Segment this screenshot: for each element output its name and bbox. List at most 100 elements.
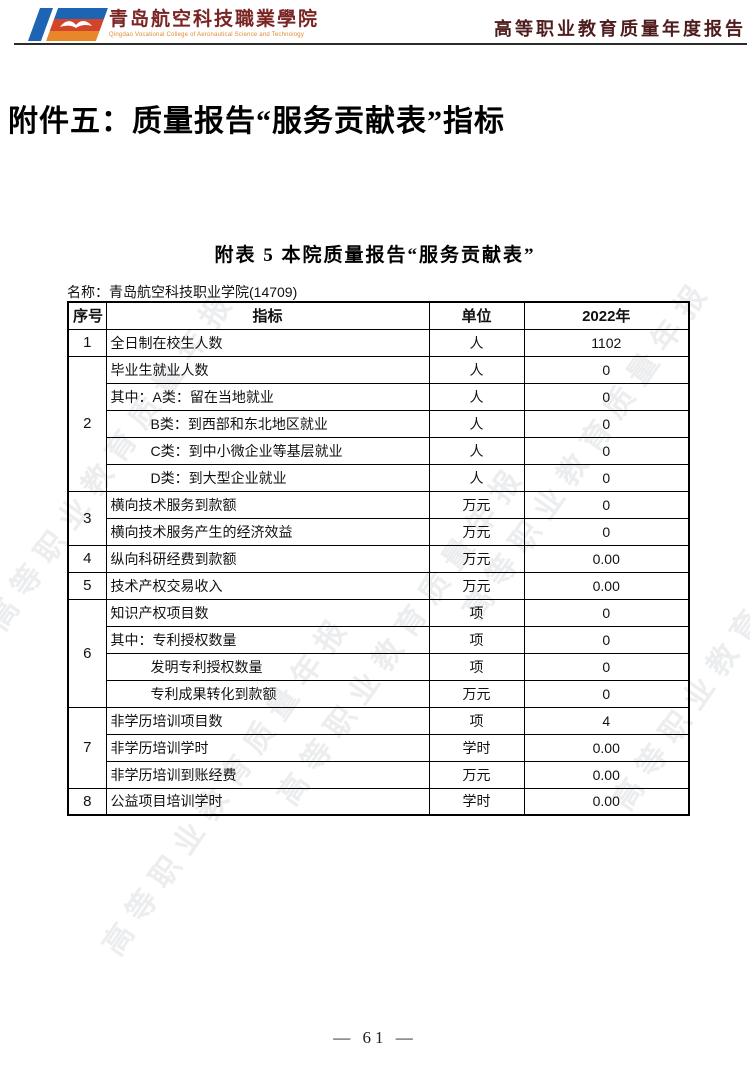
table-row: 非学历培训学时 学时 0.00 (68, 733, 690, 762)
indicator-cell: 毕业生就业人数 (105, 355, 430, 384)
seq-cell: 8 (67, 787, 107, 816)
table-row: 4 纵向科研经费到款额 万元 0.00 (67, 544, 690, 573)
indicator-cell: 其中：专利授权数量 (105, 625, 430, 654)
service-contribution-table: 序号 指标 单位 2022年 1 全日制在校生人数人 1102 2 毕业生就业人数人 0 其… (67, 301, 690, 816)
unit-cell: 学时 (428, 787, 525, 816)
table-row: C类：到中小微企业等基层就业人 0 (68, 436, 690, 465)
value-cell: 0 (523, 490, 690, 519)
indicator-cell: 非学历培训项目数 (105, 706, 430, 735)
college-logo-icon (27, 7, 109, 42)
value-cell: 0 (523, 382, 690, 411)
unit-cell: 项 (428, 706, 525, 735)
header-divider (14, 43, 747, 45)
value-cell: 0 (523, 409, 690, 438)
report-title: 高等职业教育质量年度报告 (494, 19, 746, 39)
indicator-cell: 非学历培训到账经费 (105, 760, 430, 789)
indicator-cell: 横向技术服务到款额 (105, 490, 430, 519)
value-cell: 0 (523, 625, 690, 654)
value-cell: 0 (523, 517, 690, 546)
attachment-title: 附件五：质量报告“服务贡献表”指标 (8, 105, 505, 138)
indicator-cell: 横向技术服务产生的经济效益 (105, 517, 430, 546)
indicator-cell: 非学历培训学时 (105, 733, 430, 762)
org-name-label: 名称： (67, 284, 109, 300)
indicator-cell: B类：到西部和东北地区就业 (105, 409, 430, 438)
unit-cell: 万元 (428, 760, 525, 789)
table-header-row: 序号 指标 单位 2022年 (67, 301, 690, 330)
indicator-cell: 技术产权交易收入 (105, 571, 430, 600)
unit-cell: 人 (428, 436, 525, 465)
value-cell: 0 (523, 463, 690, 492)
table-row: 5 技术产权交易收入 万元 0.00 (67, 571, 690, 600)
seq-cell: 6 (67, 598, 107, 708)
seq-cell: 2 (67, 355, 107, 492)
college-name: 青岛航空科技職業學院 (109, 9, 320, 31)
indicator-cell: 公益项目培训学时 (105, 787, 430, 816)
value-cell: 0.00 (523, 760, 690, 789)
unit-cell: 人 (428, 463, 525, 492)
col-header-seq: 序号 (67, 301, 107, 330)
indicator-cell: 知识产权项目数 (105, 598, 430, 627)
table-row: 7 非学历培训项目数项 4 (67, 706, 690, 789)
unit-cell: 万元 (428, 517, 525, 546)
college-logo-text: 青岛航空科技職業學院 Qingdao Vocational College of… (109, 10, 319, 38)
indicator-cell: C类：到中小微企业等基层就业 (105, 436, 430, 465)
value-cell: 0.00 (523, 787, 690, 816)
value-cell: 0 (523, 679, 690, 708)
indicator-cell: 发明专利授权数量 (105, 652, 430, 681)
value-cell: 0.00 (523, 544, 690, 573)
table-row: 横向技术服务产生的经济效益 万元 0 (68, 517, 690, 546)
college-name-en: Qingdao Vocational College of Aeronautic… (109, 32, 305, 39)
seagull-icon (60, 21, 92, 28)
college-logo: 青岛航空科技職業學院 Qingdao Vocational College of… (27, 7, 319, 42)
unit-cell: 万元 (428, 571, 525, 600)
col-header-year: 2022年 (523, 301, 690, 330)
seq-cell: 7 (67, 706, 107, 789)
unit-cell: 人 (428, 355, 525, 384)
table-row: 6 知识产权项目数项 0 (67, 598, 690, 708)
table-row: 发明专利授权数量项 0 (68, 652, 690, 681)
value-cell: 0 (523, 598, 690, 627)
table-row: D类：到大型企业就业人 0 (68, 463, 690, 492)
indicator-cell: 其中：A类：留在当地就业 (105, 382, 430, 411)
unit-cell: 万元 (428, 544, 525, 573)
table-row: 8 公益项目培训学时 学时 0.00 (67, 787, 690, 816)
table-row: 其中：专利授权数量项 0 (68, 625, 690, 654)
unit-cell: 项 (428, 625, 525, 654)
org-name-line: 名称：青岛航空科技职业学院(14709) (67, 282, 297, 302)
unit-cell: 人 (428, 328, 525, 357)
indicator-cell: 专利成果转化到款额 (105, 679, 430, 708)
table-row: 其中：A类：留在当地就业人 0 (68, 382, 690, 411)
table-row: B类：到西部和东北地区就业人 0 (68, 409, 690, 438)
table-row: 专利成果转化到款额 万元 0 (68, 679, 690, 708)
table-row: 3 横向技术服务到款额 万元 0 (67, 490, 690, 546)
org-name-value: 青岛航空科技职业学院(14709) (109, 284, 298, 300)
value-cell: 0 (523, 436, 690, 465)
indicator-cell: 纵向科研经费到款额 (105, 544, 430, 573)
unit-cell: 项 (428, 598, 525, 627)
value-cell: 0 (523, 355, 690, 384)
value-cell: 0.00 (523, 571, 690, 600)
indicator-cell: 全日制在校生人数 (105, 328, 430, 357)
page-number: — 61 — (333, 1028, 417, 1047)
unit-cell: 万元 (428, 679, 525, 708)
table-row: 1 全日制在校生人数人 1102 (67, 328, 690, 357)
unit-cell: 万元 (428, 490, 525, 519)
table-row: 2 毕业生就业人数人 0 (67, 355, 690, 492)
value-cell: 1102 (523, 328, 690, 357)
col-header-indicator: 指标 (105, 301, 430, 330)
unit-cell: 学时 (428, 733, 525, 762)
page-footer: — 61 — (0, 1028, 750, 1048)
logo-flag-shape (45, 8, 109, 41)
unit-cell: 人 (428, 382, 525, 411)
unit-cell: 项 (428, 652, 525, 681)
seq-cell: 1 (67, 328, 107, 357)
seq-cell: 3 (67, 490, 107, 546)
page-header: 青岛航空科技職業學院 Qingdao Vocational College of… (0, 0, 750, 44)
indicator-cell: D类：到大型企业就业 (105, 463, 430, 492)
flag-orange-band (45, 31, 100, 41)
seq-cell: 4 (67, 544, 107, 573)
table-row: 非学历培训到账经费 万元 0.00 (68, 760, 690, 789)
value-cell: 0 (523, 652, 690, 681)
value-cell: 0.00 (523, 733, 690, 762)
